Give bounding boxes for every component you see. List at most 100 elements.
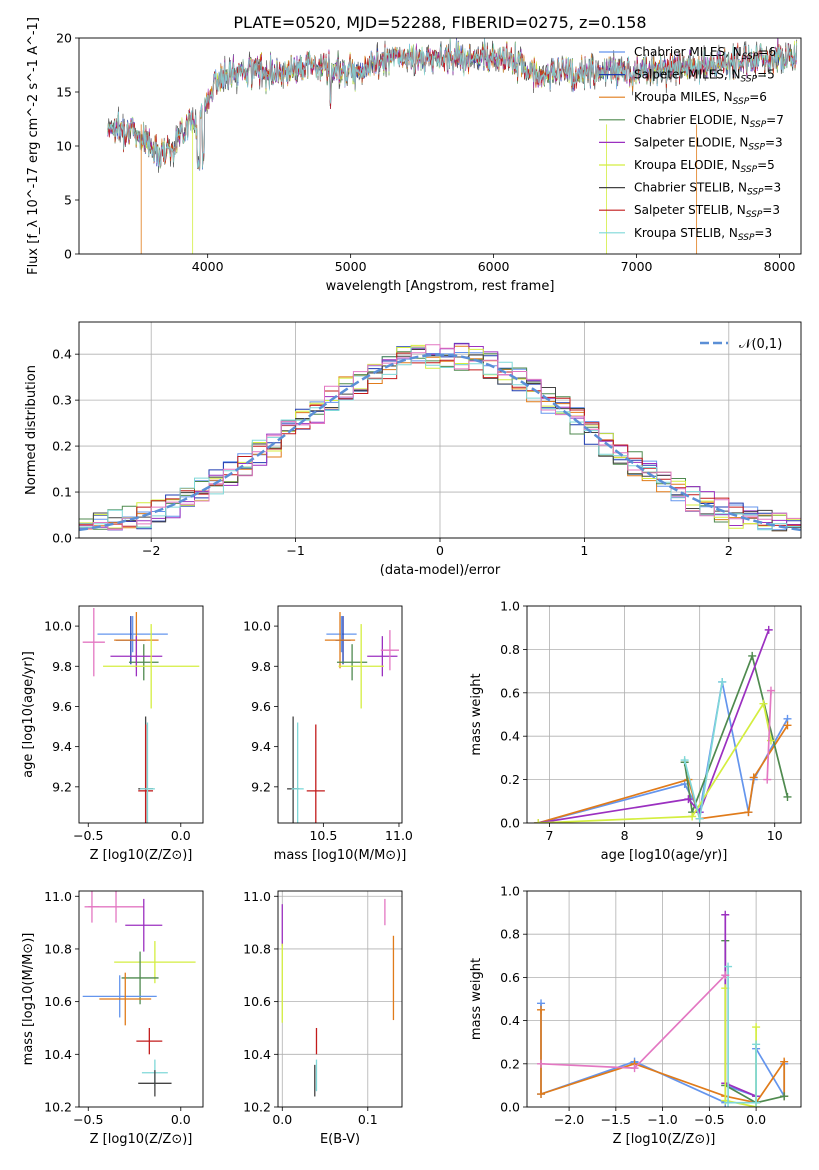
axes-frame xyxy=(78,37,802,255)
y-tick-label: 0.8 xyxy=(500,642,520,657)
weight-marker xyxy=(537,1005,546,1014)
axes-frame xyxy=(78,605,204,824)
weight-marker xyxy=(748,651,757,660)
y-tick-label: 9.4 xyxy=(52,739,72,754)
y-tick-label: 0.4 xyxy=(500,1013,520,1028)
x-tick-label: 10.5 xyxy=(309,828,337,843)
y-tick-label: 9.8 xyxy=(251,659,271,674)
y-tick-label: 9.2 xyxy=(52,779,72,794)
legend-label: Salpeter MILES, NSSP=5 xyxy=(634,68,775,85)
y-tick-label: 10.0 xyxy=(243,619,271,634)
y-axis-label: mass weight xyxy=(469,958,484,1040)
axes-frame xyxy=(277,890,403,1108)
weight-marker xyxy=(752,1040,761,1049)
x-axis-label: mass [log10(M/M⊙)] xyxy=(274,848,407,863)
y-tick-label: 20 xyxy=(56,31,72,46)
x-tick-label: 10 xyxy=(767,828,783,843)
weight-series xyxy=(540,974,726,1069)
x-axis-label: E(B-V) xyxy=(320,1132,360,1147)
histogram-series xyxy=(79,344,801,531)
weight-series xyxy=(538,629,770,823)
y-tick-label: 10.8 xyxy=(44,941,72,956)
legend-label: Salpeter ELODIE, NSSP=3 xyxy=(634,135,783,152)
weight-series xyxy=(727,966,757,1104)
weight-marker xyxy=(718,677,727,686)
histogram-lines xyxy=(79,342,801,532)
weight-marker xyxy=(537,1090,546,1099)
y-tick-label: 0.8 xyxy=(500,927,520,942)
x-tick-label: −0.5 xyxy=(73,1112,103,1127)
x-tick-label: 0.0 xyxy=(272,1112,292,1127)
y-tick-label: 10.0 xyxy=(44,619,72,634)
x-tick-label: 1 xyxy=(580,543,588,558)
x-tick-label: 7000 xyxy=(621,259,653,274)
weight-lines xyxy=(534,625,792,823)
y-tick-label: 9.2 xyxy=(251,779,271,794)
y-axis-label: mass weight xyxy=(469,673,484,755)
weight-marker xyxy=(744,808,753,817)
spectrum-series xyxy=(107,38,798,170)
weight-marker xyxy=(780,1057,789,1066)
weight-marker xyxy=(688,812,697,821)
weight-marker xyxy=(534,819,543,823)
errorbar-group xyxy=(82,608,200,823)
y-tick-label: 10.6 xyxy=(44,994,72,1009)
axes-frame xyxy=(526,890,802,1108)
legend-label: Chabrier MILES, NSSP=6 xyxy=(634,45,776,62)
x-tick-label: −2 xyxy=(142,543,160,558)
histogram-series xyxy=(79,352,801,527)
x-tick-label: 0 xyxy=(436,543,444,558)
histogram-series xyxy=(79,347,801,531)
x-axis-label: age [log10(age/yr)] xyxy=(601,848,728,863)
weight-series xyxy=(766,690,772,780)
x-axis-label: Z [log10(Z/Z⊙)] xyxy=(90,1132,193,1147)
weight-lines xyxy=(537,910,789,1107)
x-tick-label: 0.0 xyxy=(171,828,191,843)
y-tick-label: 0.0 xyxy=(52,531,72,546)
y-axis-label: age [log10(age/yr)] xyxy=(21,651,36,778)
y-tick-label: 0 xyxy=(64,247,72,262)
weight-marker xyxy=(724,962,733,971)
y-tick-label: 11.0 xyxy=(44,889,72,904)
x-tick-label: 8000 xyxy=(764,259,796,274)
legend-label: Chabrier STELIB, NSSP=3 xyxy=(634,181,781,198)
legend-label: Salpeter STELIB, NSSP=3 xyxy=(634,203,780,220)
weight-marker xyxy=(537,1059,546,1068)
y-tick-label: 10.2 xyxy=(44,1100,72,1115)
errorbar-group xyxy=(82,891,196,1097)
axes-frame xyxy=(78,890,204,1108)
y-tick-label: 10.4 xyxy=(44,1047,72,1062)
x-tick-label: 0.0 xyxy=(746,1112,766,1127)
y-tick-label: 10 xyxy=(56,139,72,154)
weight-marker xyxy=(721,971,730,980)
y-tick-label: 15 xyxy=(56,85,72,100)
errorbar-group xyxy=(281,898,395,1097)
weight-marker xyxy=(680,756,689,765)
axes-frame xyxy=(526,605,802,824)
weight-marker xyxy=(783,792,792,801)
spectrum-lines xyxy=(107,38,798,254)
x-axis-label: Z [log10(Z/Z⊙)] xyxy=(90,848,193,863)
x-tick-label: 9 xyxy=(696,828,704,843)
weight-marker xyxy=(759,699,768,708)
weight-series xyxy=(538,724,789,823)
normal-curve xyxy=(79,353,801,532)
axes-frame xyxy=(277,605,403,824)
legend-label: Kroupa ELODIE, NSSP=5 xyxy=(634,158,775,175)
legend-label: Kroupa MILES, NSSP=6 xyxy=(634,90,767,107)
weight-series xyxy=(724,914,757,1097)
x-axis-label: (data-model)/error xyxy=(380,563,501,578)
y-tick-label: 9.6 xyxy=(251,699,271,714)
x-tick-label: −1 xyxy=(286,543,304,558)
y-tick-label: 10.4 xyxy=(243,1047,271,1062)
x-tick-label: 6000 xyxy=(478,259,510,274)
y-axis-label: mass [log10(M/M⊙)] xyxy=(21,933,36,1066)
y-axis-label: Flux [f_λ 10^-17 erg cm^-2 s^-1 A^-1] xyxy=(26,17,41,275)
x-tick-label: 0.1 xyxy=(358,1112,378,1127)
weight-marker xyxy=(763,775,772,784)
y-tick-label: 5 xyxy=(64,193,72,208)
histogram-series xyxy=(79,343,801,530)
x-tick-label: 2 xyxy=(725,543,733,558)
